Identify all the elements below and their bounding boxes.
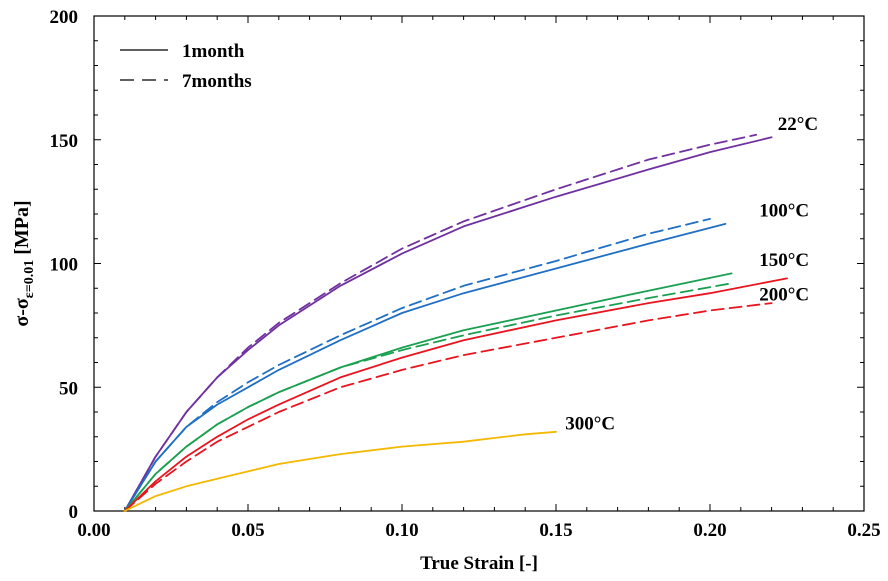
annotation-100c: 100°C (759, 200, 809, 221)
series-lines (123, 133, 788, 512)
legend: 1month 7months (120, 41, 252, 92)
annotation-150c: 150°C (759, 250, 809, 271)
series-line-22c-7months (123, 133, 758, 512)
series-line-150c-1month (123, 272, 733, 512)
y-tick-label: 100 (50, 255, 79, 276)
y-axis-label-main: σ-σ (11, 298, 33, 327)
y-tick-label: 0 (69, 502, 79, 523)
annotation-22c: 22°C (778, 114, 818, 135)
x-tick-label: 0.15 (539, 520, 572, 541)
annotation-300c: 300°C (565, 413, 615, 434)
y-tick-label: 150 (50, 131, 79, 152)
x-axis-label: True Strain [-] (420, 553, 538, 574)
series-line-100c-1month (123, 223, 727, 512)
x-tick-label: 0.10 (385, 520, 418, 541)
y-axis-label-unit: [MPa] (11, 200, 33, 259)
series-line-200c-7months (123, 302, 773, 512)
series-line-200c-1month (123, 277, 788, 512)
series-line-150c-7months (123, 282, 733, 512)
curve-annotations: 22°C 100°C 150°C 200°C 300°C (565, 114, 818, 434)
legend-label: 7months (182, 71, 252, 92)
series-line-300c-1month (123, 430, 557, 512)
axis-ticks: 0.00 0.05 0.10 0.15 0.20 0.25 0 50 100 150 200 (50, 7, 881, 541)
annotation-200c: 200°C (759, 285, 809, 306)
series-line-100c-7months (123, 218, 711, 512)
x-tick-label: 0.05 (231, 520, 264, 541)
y-axis-label-subscript: ε=0.01 (22, 260, 37, 298)
series-line-22c-1month (123, 136, 773, 512)
x-tick-label: 0.20 (693, 520, 726, 541)
x-tick-label: 0.25 (847, 520, 880, 541)
x-tick-label: 0.00 (77, 520, 110, 541)
legend-label: 1month (182, 41, 245, 62)
y-tick-label: 200 (50, 7, 79, 28)
y-tick-label: 50 (59, 378, 78, 399)
y-axis-label: σ-σε=0.01 [MPa] (11, 200, 37, 326)
